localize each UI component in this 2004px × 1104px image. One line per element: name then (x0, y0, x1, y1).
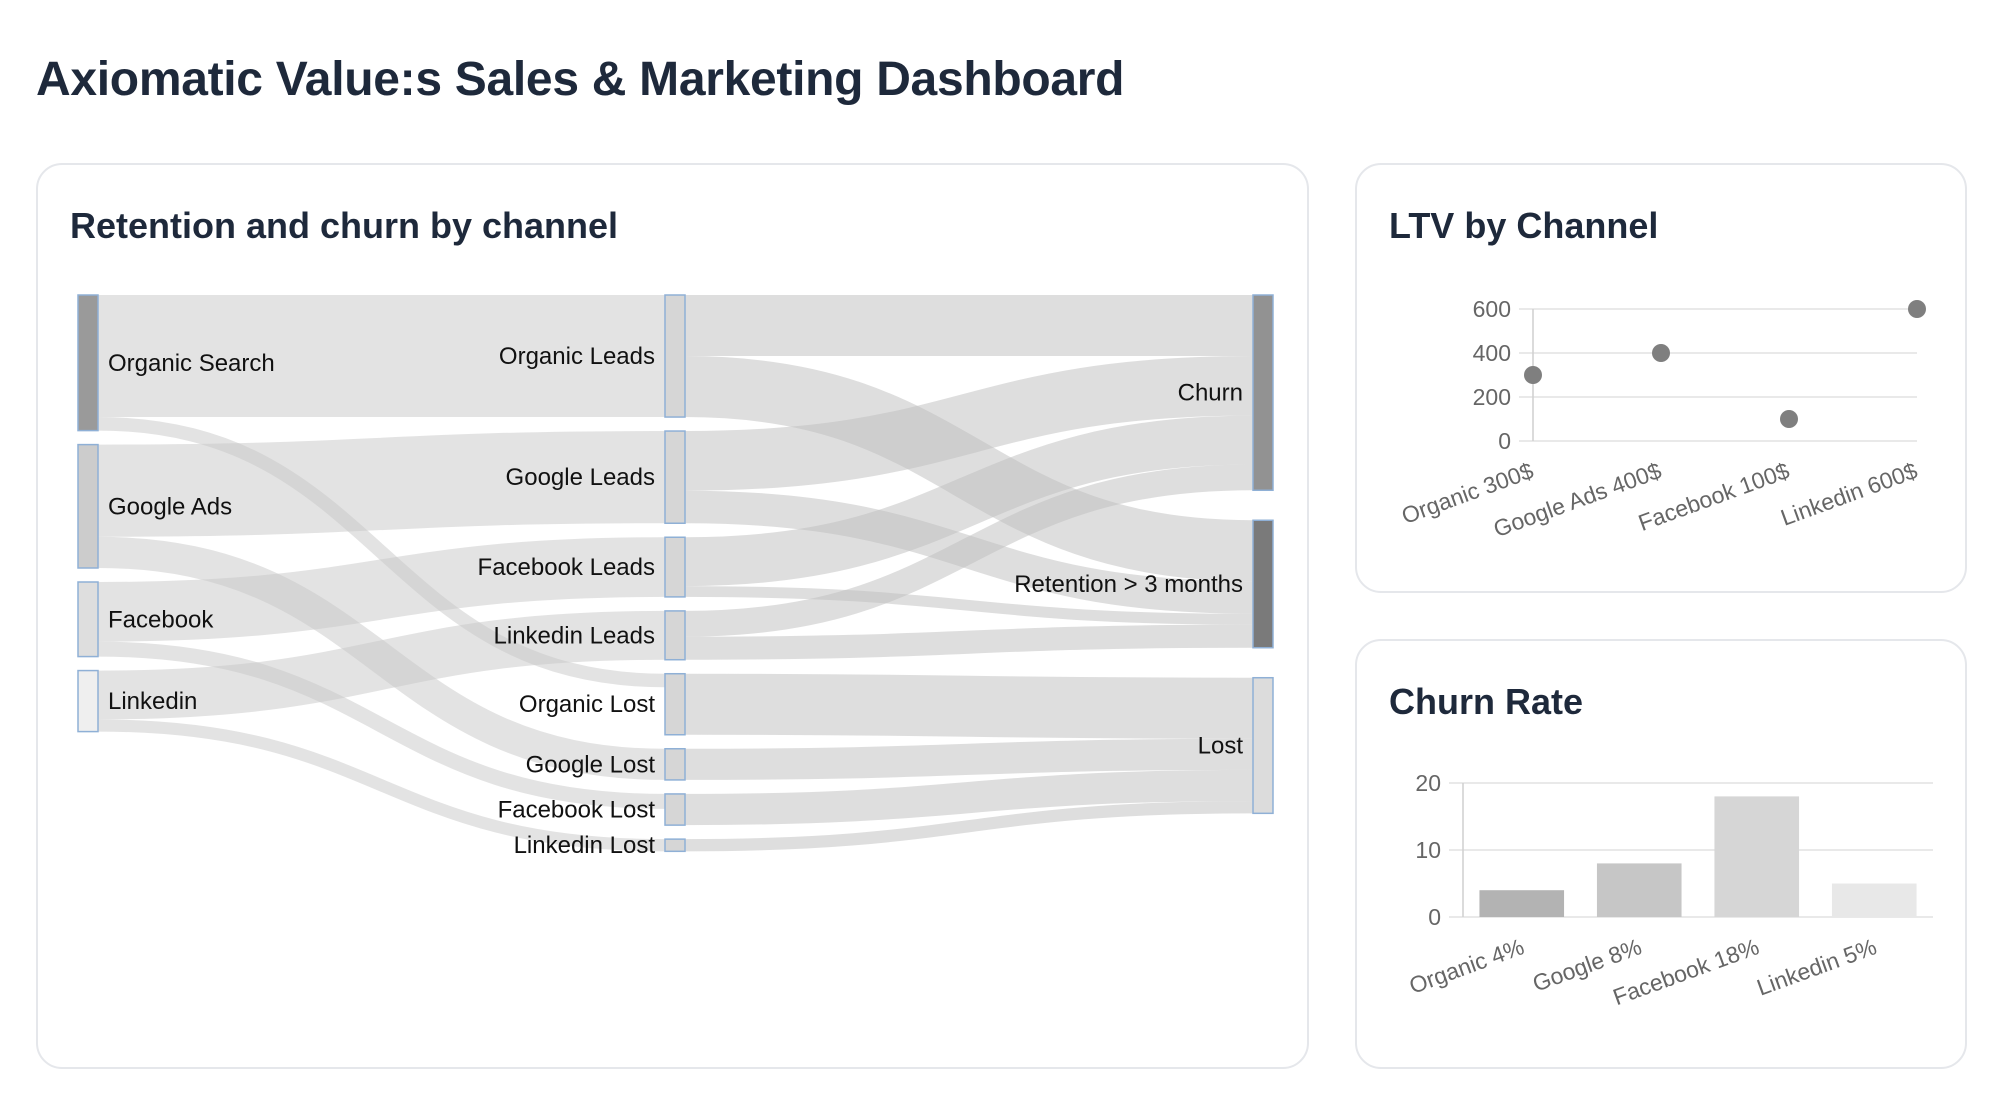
sankey-node-organic-leads (664, 294, 686, 418)
sankey-label-facebook-lost: Facebook Lost (498, 797, 656, 824)
ltv-point-2 (1652, 344, 1670, 362)
ltv-ytick-label: 200 (1473, 384, 1511, 410)
sankey-label-organic-lost: Organic Lost (519, 691, 655, 718)
sankey-label-linkedin-leads: Linkedin Leads (494, 622, 655, 649)
sankey-node-organic-search (77, 294, 99, 432)
sankey-node-linkedin-leads (664, 610, 686, 661)
sankey-link-organic-lost-to-lost (684, 673, 1254, 739)
sankey-label-organic-search: Organic Search (108, 350, 275, 377)
retention-churn-title: Retention and churn by channel (70, 205, 619, 246)
sankey-link-linkedin-to-linkedin-lost (97, 719, 666, 852)
retention-churn-card: Retention and churn by channel Organic S… (36, 163, 1309, 1069)
sankey-label-organic-leads: Organic Leads (499, 343, 655, 370)
ltv-ytick-label: 400 (1473, 340, 1511, 366)
sankey-link-facebook-lost-to-lost (684, 769, 1254, 826)
churn-bar-4 (1831, 883, 1917, 917)
sankey-label-lost: Lost (1198, 733, 1244, 760)
sankey-link-facebook-leads-to-retention-3-months (684, 586, 1254, 625)
sankey-label-retention-3-months: Retention > 3 months (1014, 571, 1243, 598)
sankey-link-google-leads-to-churn (684, 356, 1254, 491)
sankey-link-organic-leads-to-retention-3-months (684, 356, 1254, 582)
sankey-label-google-ads: Google Ads (108, 493, 232, 520)
churn-bar-3 (1714, 796, 1800, 917)
sankey-node-google-ads (77, 443, 99, 569)
sankey-links (97, 294, 1254, 852)
page-title: Axiomatic Value:s Sales & Marketing Dash… (36, 53, 1125, 106)
sankey-node-linkedin-lost (664, 838, 686, 853)
churn-ytick-label: 10 (1415, 837, 1441, 863)
sankey-label-google-lost: Google Lost (526, 751, 656, 778)
sankey-node-linkedin (77, 669, 99, 733)
sankey-link-linkedin-to-linkedin-leads (97, 610, 666, 720)
sankey-label-facebook-leads: Facebook Leads (478, 554, 655, 581)
sankey-node-facebook-leads (664, 536, 686, 598)
sankey-chart: Organic Search Google Ads Facebook Linkedin… (77, 294, 1274, 859)
sankey-node-google-lost (664, 747, 686, 781)
ltv-point-4 (1908, 300, 1926, 318)
sankey-link-facebook-to-facebook-leads (97, 537, 666, 642)
ltv-ytick-label: 600 (1473, 296, 1511, 322)
churn-rate-card: Churn Rate 0 10 20 Organic 4% Google 8% Faceb… (1355, 639, 1967, 1069)
churn-ytick-label: 0 (1428, 904, 1441, 930)
churn-xtick-label: Organic 4% (1406, 933, 1528, 999)
sankey-link-linkedin-leads-to-retention-3-months (684, 624, 1254, 660)
sankey-label-linkedin-lost: Linkedin Lost (514, 832, 656, 859)
sankey-label-facebook: Facebook (108, 606, 214, 633)
sankey-node-facebook (77, 581, 99, 658)
sankey-nodes: Organic Search Google Ads Facebook Linkedin… (77, 294, 1274, 859)
churn-ytick-label: 20 (1415, 770, 1441, 796)
sankey-label-churn: Churn (1178, 380, 1243, 407)
sankey-node-retention-3-months (1252, 519, 1274, 649)
sankey-label-google-leads: Google Leads (506, 464, 655, 491)
ltv-xtick-label: Linkedin 600$ (1777, 457, 1921, 530)
sankey-node-churn (1252, 294, 1274, 492)
churn-bar-2 (1596, 863, 1682, 917)
ltv-card: LTV by Channel 0 200 400 600 Organic 300$ Goo… (1355, 163, 1967, 593)
ltv-ytick-label: 0 (1498, 428, 1511, 454)
churn-rate-title: Churn Rate (1389, 681, 1584, 722)
sankey-node-lost (1252, 676, 1274, 815)
sankey-label-linkedin: Linkedin (108, 688, 197, 715)
ltv-point-1 (1524, 366, 1542, 384)
sankey-link-facebook-leads-to-churn (684, 415, 1254, 587)
sankey-node-facebook-lost (664, 793, 686, 826)
sankey-link-google-lost-to-lost (684, 738, 1254, 780)
sankey-node-google-leads (664, 430, 686, 524)
ltv-point-3 (1780, 410, 1798, 428)
churn-xtick-label: Linkedin 5% (1753, 933, 1880, 1000)
ltv-title: LTV by Channel (1389, 205, 1659, 246)
churn-bar-1 (1479, 890, 1565, 917)
sankey-node-organic-lost (664, 672, 686, 736)
sankey-link-linkedin-lost-to-lost (684, 801, 1254, 852)
sankey-link-organic-search-to-organic-lost (97, 417, 666, 688)
sankey-link-facebook-to-facebook-lost (97, 641, 666, 809)
sankey-link-linkedin-leads-to-churn (684, 464, 1254, 637)
sankey-link-google-ads-to-google-leads (97, 431, 666, 537)
